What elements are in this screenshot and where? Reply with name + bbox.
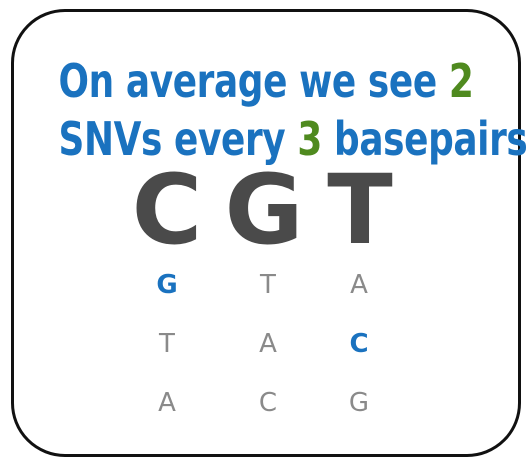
alt-base-r2-c3: C <box>349 329 369 359</box>
headline-line-1-text: On average we see <box>58 54 449 108</box>
headline-line-2-end: basepairs <box>321 112 528 166</box>
basepair-count: 3 <box>297 112 322 166</box>
alt-base-r1-c1: G <box>156 270 178 300</box>
alt-base-r3-c1: A <box>158 388 176 418</box>
headline-line-1: On average we see 2 <box>59 58 474 104</box>
card-frame <box>11 9 521 457</box>
alt-base-r2-c1: T <box>159 329 175 359</box>
reference-base-1: C <box>131 154 203 266</box>
alt-base-r3-c3: G <box>348 388 370 418</box>
alt-base-r3-c2: C <box>258 388 278 418</box>
reference-base-3: T <box>327 154 393 266</box>
alt-base-r1-c3: A <box>350 270 368 300</box>
headline-line-2: SNVs every 3 basepairs <box>59 116 528 162</box>
reference-base-2: G <box>224 154 304 266</box>
alt-base-r1-c2: T <box>260 270 276 300</box>
headline-line-2-start: SNVs every <box>58 112 298 166</box>
alt-base-r2-c2: A <box>259 329 277 359</box>
snv-count: 2 <box>448 54 474 108</box>
